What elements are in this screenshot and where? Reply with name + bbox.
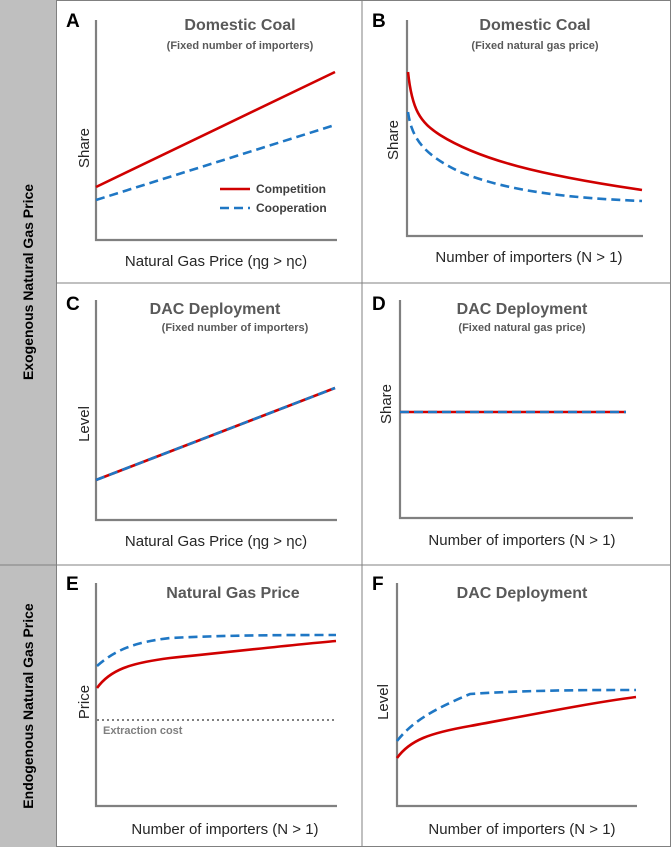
panel-b-xlabel: Number of importers (N > 1) [435, 249, 622, 266]
legend-cooperation-label: Cooperation [256, 201, 327, 215]
panel-d-letter: D [372, 294, 386, 315]
panel-a-subtitle: (Fixed number of importers) [167, 40, 314, 52]
panel-f-cooperation-line [395, 688, 637, 742]
panel-b-axes [405, 20, 643, 238]
panel-f-xlabel: Number of importers (N > 1) [428, 821, 615, 838]
panel-a-axes [94, 20, 337, 242]
panel-f-competition-line [395, 695, 637, 759]
panel-e-axes [94, 583, 337, 808]
panel-d-ylabel: Share [378, 384, 395, 424]
side-label-band [0, 0, 56, 847]
panel-a-competition-line [95, 70, 336, 189]
panel-e-ylabel: Price [76, 685, 93, 719]
panel-a: A Domestic Coal (Fixed number of importe… [66, 11, 337, 270]
row-label-endogenous: Endogenous Natural Gas Price [20, 603, 36, 809]
panel-d-axes [398, 300, 633, 520]
panel-e-letter: E [66, 574, 79, 595]
panel-e: E Natural Gas Price Price Number of impo… [66, 574, 337, 838]
panel-d-subtitle: (Fixed natural gas price) [458, 322, 585, 334]
panel-a-title: Domestic Coal [184, 17, 295, 34]
panel-d-title: DAC Deployment [457, 301, 588, 318]
panel-b-letter: B [372, 11, 386, 32]
panel-b: B Domestic Coal (Fixed natural gas price… [372, 11, 643, 266]
panel-c-subtitle: (Fixed number of importers) [162, 322, 309, 334]
panel-c-letter: C [66, 294, 80, 315]
panel-e-cooperation-line [96, 633, 337, 667]
panel-a-letter: A [66, 11, 80, 32]
panel-b-subtitle: (Fixed natural gas price) [471, 40, 598, 52]
panel-a-ylabel: Share [76, 128, 93, 168]
panel-c-title: DAC Deployment [150, 301, 281, 318]
panel-c-cooperation-line [95, 386, 336, 482]
panel-b-ylabel: Share [385, 120, 402, 160]
panel-c-xlabel: Natural Gas Price (ηg > ηc) [125, 533, 307, 550]
panel-c: C DAC Deployment (Fixed number of import… [66, 294, 337, 550]
panel-f: F DAC Deployment Level Number of importe… [372, 574, 637, 838]
panel-f-ylabel: Level [375, 684, 392, 720]
panel-d: D DAC Deployment (Fixed natural gas pric… [372, 294, 633, 549]
panel-b-title: Domestic Coal [479, 17, 590, 34]
panel-b-competition-line [406, 71, 643, 192]
panel-e-extraction-cost-label: Extraction cost [103, 725, 183, 737]
panel-d-xlabel: Number of importers (N > 1) [428, 532, 615, 549]
panel-a-xlabel: Natural Gas Price (ηg > ηc) [125, 253, 307, 270]
legend-competition-label: Competition [256, 182, 326, 196]
panel-f-axes [395, 583, 637, 808]
panel-e-xlabel: Number of importers (N > 1) [131, 821, 318, 838]
row-label-exogenous: Exogenous Natural Gas Price [20, 184, 36, 380]
panel-e-title: Natural Gas Price [166, 585, 300, 602]
panel-c-axes [94, 300, 337, 522]
panel-f-letter: F [372, 574, 384, 595]
panel-e-competition-line [95, 639, 337, 689]
panel-c-ylabel: Level [76, 406, 93, 442]
panel-f-title: DAC Deployment [457, 585, 588, 602]
panel-b-cooperation-line [406, 111, 643, 203]
